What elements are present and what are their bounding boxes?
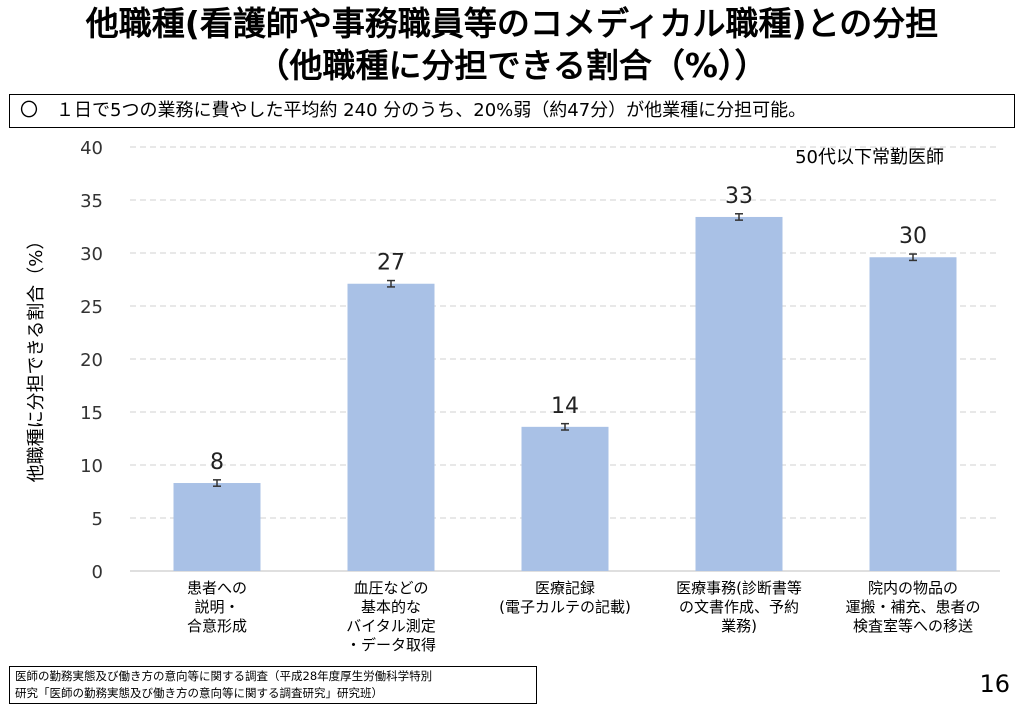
y-tick-label: 5 — [92, 509, 103, 530]
category-label: の文書作成、予約 — [679, 598, 799, 616]
source-note-line-1: 医師の勤務実態及び働き方の意向等に関する調査（平成28年度厚生労働科学特別 — [15, 669, 433, 683]
page-number: 16 — [979, 670, 1010, 698]
bar — [869, 257, 957, 571]
chart-grid — [130, 146, 1000, 572]
category-label: 医療事務(診断書等 — [676, 579, 802, 597]
chart-data-labels: 8 27 14 33 30 — [210, 184, 927, 475]
data-label: 27 — [377, 251, 405, 276]
page-title-line-1: 他職種(看護師や事務職員等のコメディカル職種)との分担 — [85, 4, 939, 43]
page-title-line-2: （他職種に分担できる割合（%）） — [256, 46, 768, 85]
bar — [347, 283, 435, 571]
category-label: (電子カルテの記載) — [499, 598, 631, 616]
category-label: 検査室等への移送 — [853, 617, 973, 635]
data-label: 14 — [551, 394, 579, 419]
y-axis-label: 他職種に分担できる割合（%） — [26, 232, 47, 483]
y-tick-label: 10 — [80, 456, 103, 477]
bar — [173, 483, 261, 571]
y-tick-label: 15 — [80, 403, 103, 424]
y-tick-label: 35 — [80, 191, 103, 212]
summary-box: 〇 １日で5つの業務に費やした平均約 240 分のうち、20%弱（約47分）が他… — [9, 94, 1015, 128]
category-label: 医療記録 — [535, 579, 595, 597]
y-axis-ticks: 0 5 10 15 20 25 30 35 40 — [80, 138, 103, 583]
category-label: 院内の物品の — [868, 579, 958, 597]
source-note-line-2: 研究「医師の勤務実態及び働き方の意向等に関する調査研究」研究班） — [15, 686, 383, 700]
category-label: 運搬・補充、患者の — [845, 598, 980, 616]
bar — [695, 216, 783, 571]
category-label: ・データ取得 — [346, 636, 436, 654]
y-tick-label: 40 — [80, 138, 103, 159]
y-tick-label: 0 — [92, 562, 103, 583]
category-label: 患者への — [187, 579, 247, 597]
data-label: 30 — [899, 224, 927, 249]
source-note: 医師の勤務実態及び働き方の意向等に関する調査（平成28年度厚生労働科学特別 研究… — [9, 666, 537, 704]
category-label: 血圧などの — [353, 579, 428, 597]
data-label: 8 — [210, 450, 224, 475]
y-tick-label: 20 — [80, 350, 103, 371]
chart-error-bars — [213, 213, 917, 487]
category-label: 基本的な — [361, 598, 421, 616]
category-label: 業務) — [721, 617, 757, 635]
bar — [521, 426, 609, 571]
category-label: 説明・ — [194, 598, 239, 616]
category-label: 合意形成 — [187, 617, 247, 635]
data-label: 33 — [725, 184, 753, 209]
y-tick-label: 30 — [80, 244, 103, 265]
category-label: バイタル測定 — [346, 617, 435, 635]
y-tick-label: 25 — [80, 297, 103, 318]
chart-subtitle: 50代以下常勤医師 — [795, 147, 944, 168]
chart-bars — [173, 216, 957, 571]
